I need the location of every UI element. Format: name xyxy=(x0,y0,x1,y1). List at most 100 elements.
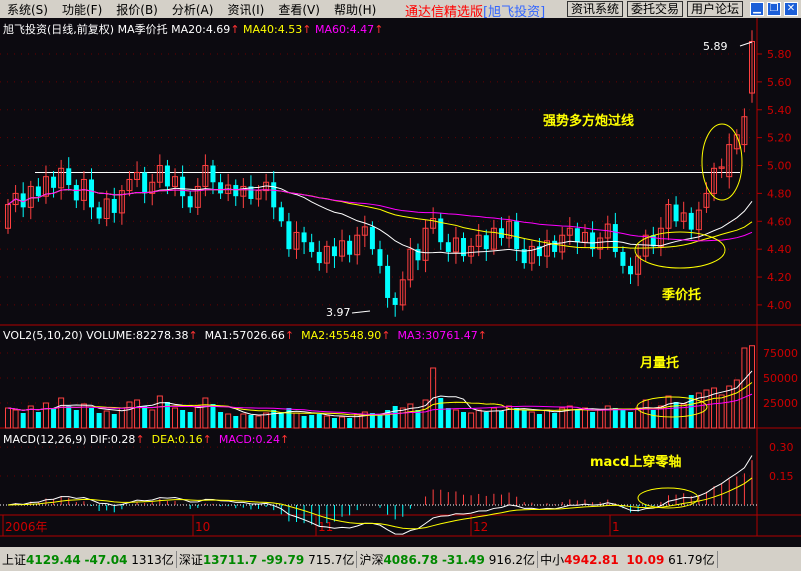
candle-body xyxy=(642,234,649,257)
candle-body xyxy=(149,181,156,194)
macd-tick-label: 0.30 xyxy=(769,441,794,454)
annotation-strong: 强势多方炮过线 xyxy=(543,114,635,129)
volume-bar xyxy=(711,387,718,429)
volume-bar xyxy=(255,415,262,429)
menu-help[interactable]: 帮助(H) xyxy=(333,2,377,17)
candle-body xyxy=(695,209,702,231)
trade-button[interactable]: 委托交易 xyxy=(627,1,684,17)
volume-bar xyxy=(483,412,489,428)
candle-body xyxy=(286,221,292,250)
candle-body xyxy=(354,234,361,256)
candle-body xyxy=(407,248,414,281)
volume-bar xyxy=(89,408,95,428)
volume-bar xyxy=(80,403,87,429)
candle-body xyxy=(42,176,49,197)
candle-body xyxy=(415,249,421,261)
volume-bar xyxy=(604,405,611,429)
forum-button[interactable]: 用户论坛 xyxy=(687,1,744,17)
price-tick-label: 4.80 xyxy=(767,187,792,200)
index-sz[interactable]: 深证13711.7 -99.79 715.7亿 xyxy=(177,550,358,568)
menu-quote[interactable]: 报价(B) xyxy=(116,2,158,17)
volume-bar xyxy=(377,414,383,428)
candle-body xyxy=(490,227,497,250)
price-tick-label: 4.40 xyxy=(767,243,792,256)
volume-bar xyxy=(218,412,224,428)
volume-bar xyxy=(309,415,315,428)
candle-body xyxy=(180,176,186,197)
candle-body xyxy=(749,40,755,94)
volume-bar xyxy=(361,411,368,429)
candle-body xyxy=(126,178,133,192)
volume-bar xyxy=(149,409,156,429)
candle-body xyxy=(58,167,65,189)
candle-body xyxy=(711,167,718,194)
candle-body xyxy=(339,240,346,257)
menu-info[interactable]: 资讯(I) xyxy=(227,2,265,17)
info-system-button[interactable]: 资讯系统 xyxy=(567,1,624,17)
price-tick-label: 4.00 xyxy=(767,299,792,312)
candle-body xyxy=(703,192,710,208)
volume-tick-label: 75000 xyxy=(763,347,798,360)
dif-line xyxy=(7,455,753,535)
volume-bar xyxy=(156,395,163,429)
volume-bar xyxy=(271,410,277,428)
volume-bar xyxy=(733,379,740,429)
volume-bar xyxy=(468,412,475,429)
restore-icon[interactable]: ❐ xyxy=(767,2,781,16)
volume-bar xyxy=(134,399,141,429)
volume-bar xyxy=(430,367,437,429)
candle-body xyxy=(445,242,451,252)
menu-view[interactable]: 查看(V) xyxy=(278,2,320,17)
close-icon[interactable]: ✕ xyxy=(784,2,798,16)
volume-bar xyxy=(20,413,26,428)
candle-body xyxy=(309,242,315,252)
index-hs[interactable]: 沪深4086.78 -31.49 916.2亿 xyxy=(357,550,539,568)
candle-body xyxy=(248,186,254,199)
menu-analysis[interactable]: 分析(A) xyxy=(171,2,214,17)
price-header: 旭飞投资(日线,前复权) MA季价托 MA20:4.69↑ MA40:4.53↑… xyxy=(3,23,384,36)
volume-bar xyxy=(749,345,755,429)
volume-bar xyxy=(703,389,710,429)
volume-bar xyxy=(111,414,117,428)
volume-bar xyxy=(612,408,618,428)
low-label: 3.97 xyxy=(326,306,351,319)
candle-body xyxy=(142,172,148,194)
volume-bar xyxy=(164,402,170,428)
volume-bar xyxy=(475,409,482,429)
candle-body xyxy=(521,249,527,264)
volume-bar xyxy=(42,402,49,429)
candle-body xyxy=(438,218,444,243)
candle-body xyxy=(361,226,368,236)
volume-bar xyxy=(695,392,702,429)
volume-bar xyxy=(407,403,414,429)
stock-chart[interactable]: 5.80 5.60 5.40 5.20 5.00 4.80 4.60 4.40 4.20 4.00… xyxy=(0,0,801,547)
menu-system[interactable]: 系统(S) xyxy=(7,2,48,17)
volume-bar xyxy=(506,405,513,429)
candle-body xyxy=(377,249,383,266)
annotation-volume-support: 月量托 xyxy=(640,356,680,371)
volume-bar xyxy=(597,409,604,429)
volume-bar xyxy=(172,407,179,429)
volume-bar xyxy=(635,407,642,429)
volume-bar xyxy=(286,408,292,428)
candle-body xyxy=(20,193,26,208)
volume-bar xyxy=(12,409,19,429)
volume-bar xyxy=(628,412,634,428)
index-sme[interactable]: 中小4942.81 10.09 61.79亿 xyxy=(538,550,718,568)
volume-bar xyxy=(385,410,391,428)
volume-bar xyxy=(415,410,421,428)
candle-body xyxy=(202,165,209,187)
volume-bar xyxy=(51,408,57,428)
candle-body xyxy=(316,251,322,264)
volume-bar xyxy=(528,411,535,429)
candle-body xyxy=(156,165,163,183)
candle-body xyxy=(392,297,398,305)
candle-body xyxy=(566,227,573,236)
volume-header: VOL2(5,10,20) VOLUME:82278.38↑ MA1:57026… xyxy=(3,329,487,342)
volume-bar xyxy=(536,414,542,428)
menu-function[interactable]: 功能(F) xyxy=(61,2,103,17)
index-sh[interactable]: 上证4129.44 -47.04 1313亿 xyxy=(0,550,177,568)
dea-value: DEA:0.16 xyxy=(151,433,203,446)
minimize-icon[interactable]: ▁ xyxy=(750,2,764,16)
volume-bar xyxy=(544,409,551,429)
